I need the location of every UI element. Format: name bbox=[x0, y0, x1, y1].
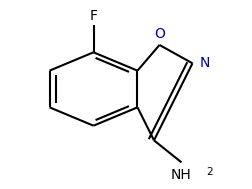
Text: N: N bbox=[199, 56, 209, 70]
Text: F: F bbox=[89, 9, 97, 23]
Text: NH: NH bbox=[170, 168, 191, 182]
Text: 2: 2 bbox=[205, 167, 212, 177]
Text: O: O bbox=[153, 27, 164, 41]
